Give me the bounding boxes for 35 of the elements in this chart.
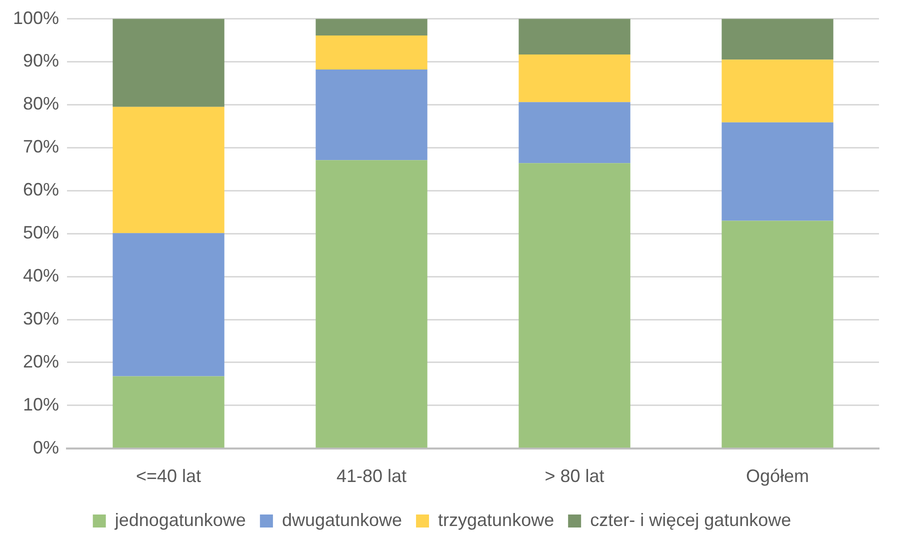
legend-label: czter- i więcej gatunkowe <box>590 510 792 530</box>
y-tick-label: 10% <box>23 394 60 414</box>
bar <box>112 106 224 234</box>
legend-label: trzygatunkowe <box>438 510 554 530</box>
y-tick-label: 60% <box>23 180 60 200</box>
bar <box>722 122 834 221</box>
bar <box>518 102 630 164</box>
bar <box>316 18 428 36</box>
bar <box>518 163 630 448</box>
y-tick-label: 70% <box>23 136 60 157</box>
x-tick-label: <=40 lat <box>136 466 202 486</box>
bar <box>112 376 224 448</box>
bar <box>722 60 834 122</box>
x-tick-label: 41-80 lat <box>336 466 407 486</box>
bar <box>316 69 428 160</box>
y-tick-label: 100% <box>12 8 60 28</box>
y-tick-label: 90% <box>23 50 60 71</box>
bar <box>112 18 224 107</box>
x-tick-label: > 80 lat <box>544 466 604 486</box>
legend-label: dwugatunkowe <box>282 510 402 530</box>
bar <box>518 18 630 54</box>
legend-label: jednogatunkowe <box>114 510 246 530</box>
bar <box>112 233 224 376</box>
y-tick-label: 50% <box>23 222 60 243</box>
bar <box>316 160 428 448</box>
bar <box>722 18 834 60</box>
y-tick-label: 30% <box>23 308 60 328</box>
bar <box>316 36 428 70</box>
bar <box>518 54 630 102</box>
y-tick-label: 80% <box>23 94 60 114</box>
y-tick-label: 0% <box>33 437 60 458</box>
x-tick-label: Ogółem <box>746 466 810 486</box>
y-tick-label: 40% <box>23 266 60 286</box>
bar <box>722 220 834 448</box>
y-tick-label: 20% <box>23 351 60 372</box>
